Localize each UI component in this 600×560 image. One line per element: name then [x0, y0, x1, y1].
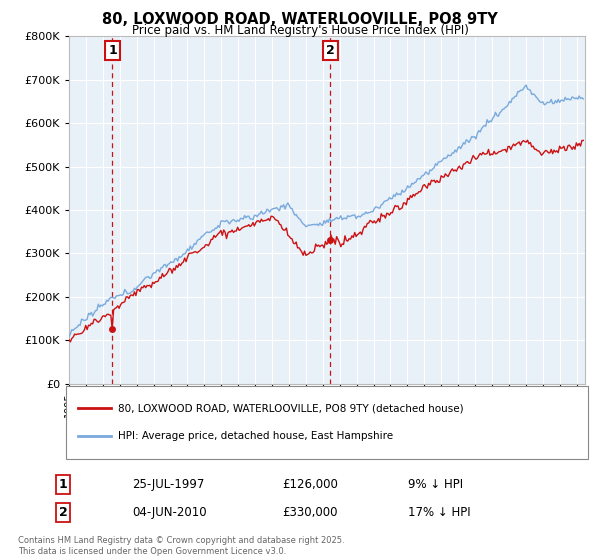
Text: HPI: Average price, detached house, East Hampshire: HPI: Average price, detached house, East… [118, 431, 394, 441]
Text: Contains HM Land Registry data © Crown copyright and database right 2025.
This d: Contains HM Land Registry data © Crown c… [18, 536, 344, 556]
Text: 04-JUN-2010: 04-JUN-2010 [132, 506, 206, 519]
Text: 9% ↓ HPI: 9% ↓ HPI [408, 478, 463, 491]
Text: 80, LOXWOOD ROAD, WATERLOOVILLE, PO8 9TY: 80, LOXWOOD ROAD, WATERLOOVILLE, PO8 9TY [102, 12, 498, 27]
Text: £330,000: £330,000 [282, 506, 337, 519]
Text: 2: 2 [59, 506, 67, 519]
Text: 1: 1 [108, 44, 117, 57]
Text: 2: 2 [326, 44, 334, 57]
Text: 1: 1 [59, 478, 67, 491]
Text: 25-JUL-1997: 25-JUL-1997 [132, 478, 205, 491]
Text: £126,000: £126,000 [282, 478, 338, 491]
Text: Price paid vs. HM Land Registry's House Price Index (HPI): Price paid vs. HM Land Registry's House … [131, 24, 469, 36]
Text: 17% ↓ HPI: 17% ↓ HPI [408, 506, 470, 519]
Text: 80, LOXWOOD ROAD, WATERLOOVILLE, PO8 9TY (detached house): 80, LOXWOOD ROAD, WATERLOOVILLE, PO8 9TY… [118, 403, 464, 413]
